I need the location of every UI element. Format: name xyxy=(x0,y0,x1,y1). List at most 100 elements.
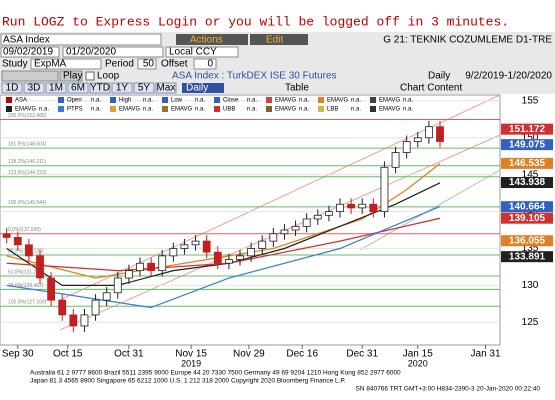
price-tag xyxy=(501,251,553,263)
actions: Actions xyxy=(190,35,223,46)
description: ASA Index : TurkDEX ISE 30 Futures xyxy=(172,71,337,82)
period-label: 1M xyxy=(49,83,63,94)
legend-swatch xyxy=(318,106,324,112)
legend-swatch xyxy=(370,97,376,103)
study-box[interactable] xyxy=(30,58,102,70)
candle-body xyxy=(380,166,389,212)
legend-value: n.a. xyxy=(403,98,413,104)
price-label: 151.172 xyxy=(509,124,546,135)
x-tick-label: Dec 16 xyxy=(286,349,318,360)
candle-body xyxy=(191,240,200,246)
security: ASA Index xyxy=(3,35,50,46)
legend-value: n.a. xyxy=(195,98,205,104)
x-tick-label: Jan 31 xyxy=(471,349,501,360)
trend-line xyxy=(59,134,501,331)
legend-value: n.a. xyxy=(403,107,413,113)
period-label: Period xyxy=(105,59,134,70)
candle-body xyxy=(180,244,189,249)
level-label: 138.2%(146.211) xyxy=(8,159,46,165)
ccy-box[interactable] xyxy=(165,46,239,58)
price-tag xyxy=(501,157,553,169)
x-tick-label: Jan 15 xyxy=(403,349,433,360)
period-btn[interactable] xyxy=(133,82,155,94)
period-btn[interactable] xyxy=(23,82,45,94)
table: Table xyxy=(285,83,309,94)
nav-buttons[interactable] xyxy=(1,70,59,82)
period-label: 1Y xyxy=(116,83,129,94)
price-label: 146.535 xyxy=(509,158,546,169)
alert: Run LOGZ to Express Login or you will be… xyxy=(2,14,509,29)
legend-name: EMAVG xyxy=(275,107,297,113)
period-btn[interactable] xyxy=(67,82,89,94)
period-label: 5Y xyxy=(138,83,151,94)
footer-line: Japan 81 3 4565 8900 Singapore 65 6212 1… xyxy=(30,378,346,385)
x-tick-label: Nov 29 xyxy=(233,349,265,360)
legend-swatch xyxy=(214,97,220,103)
price-label: 143.938 xyxy=(509,177,546,188)
actions-btn[interactable] xyxy=(176,34,248,45)
chart-content: Chart Content xyxy=(400,83,462,94)
start-date: 09/02/2019 xyxy=(3,47,53,58)
edit-btn[interactable] xyxy=(250,34,308,45)
legend-name: EMAVG xyxy=(171,107,193,113)
price-tag xyxy=(501,177,553,189)
legend-swatch xyxy=(266,97,272,103)
level-label: 100.0%(140.644) xyxy=(8,200,47,206)
period-btn[interactable] xyxy=(155,82,177,94)
legend-swatch xyxy=(214,106,220,112)
price-tag xyxy=(501,235,553,247)
period-btn[interactable] xyxy=(45,82,67,94)
period-select-box[interactable] xyxy=(182,83,224,93)
legend-value: n.a. xyxy=(143,98,153,104)
edit: Edit xyxy=(266,35,283,46)
ma-line xyxy=(6,163,441,279)
candle-body xyxy=(302,218,311,227)
legend-swatch xyxy=(6,97,12,103)
function: G 21: TEKNIK COZUMLEME D1-TRE xyxy=(383,35,552,46)
y-tick-label: 150 xyxy=(522,132,539,143)
legend-swatch xyxy=(110,97,116,103)
study: ExpMA xyxy=(34,59,67,70)
legend-name: EMAVG xyxy=(327,98,349,104)
legend-name: LBB xyxy=(327,107,338,113)
offset-box[interactable] xyxy=(193,58,217,70)
security-box[interactable] xyxy=(0,33,162,46)
candle-body xyxy=(436,126,444,142)
play-btn[interactable] xyxy=(59,70,83,82)
currency: Local CCY xyxy=(169,47,217,58)
legend-swatch xyxy=(318,97,324,103)
play: Play xyxy=(63,71,82,82)
year-label: 2020 xyxy=(408,358,428,368)
legend-value: n.a. xyxy=(351,98,361,104)
period-btn[interactable] xyxy=(111,82,133,94)
end-box[interactable] xyxy=(62,46,164,58)
legend-name: Open xyxy=(67,98,82,104)
y-tick-label: 130 xyxy=(522,280,539,291)
x-tick-label: Nov 15 xyxy=(175,349,207,360)
candle-body xyxy=(36,255,44,279)
frequency: Daily xyxy=(428,71,450,82)
period-btn[interactable] xyxy=(1,82,23,94)
candle-body xyxy=(58,299,67,316)
candle-body xyxy=(147,262,156,272)
legend-name: Low xyxy=(171,98,183,104)
period-btn[interactable] xyxy=(89,82,111,94)
candle-body xyxy=(402,141,411,153)
level-label: 123.6%(144.722) xyxy=(8,170,47,176)
candle-body xyxy=(358,203,367,209)
price-label: 133.891 xyxy=(509,251,546,262)
period-box[interactable] xyxy=(137,58,157,70)
period-label: YTD xyxy=(90,83,110,94)
candle-body xyxy=(124,270,133,279)
candle-body xyxy=(169,248,178,257)
loop-checkbox[interactable] xyxy=(85,71,95,81)
level-label: 61.8%(131.272) xyxy=(8,269,44,275)
candle-body xyxy=(291,225,300,231)
legend-value: n.a. xyxy=(299,107,309,113)
y-tick-label: 125 xyxy=(522,317,539,328)
legend-value: n.a. xyxy=(299,98,309,104)
level-label: 100.0%(127.169) xyxy=(8,300,47,306)
period-select: Daily xyxy=(186,83,208,94)
candle-body xyxy=(247,248,256,257)
start-box[interactable] xyxy=(0,46,60,58)
